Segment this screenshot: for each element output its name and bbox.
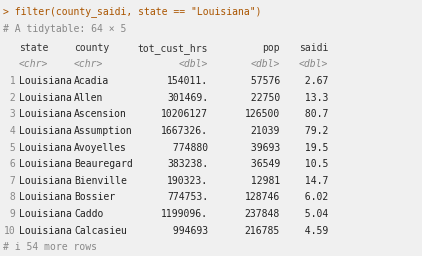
Text: Louisiana: Louisiana — [19, 226, 72, 236]
Text: Bienville: Bienville — [74, 176, 127, 186]
Text: <chr>: <chr> — [74, 59, 103, 69]
Text: 80.7: 80.7 — [299, 109, 328, 119]
Text: 126500: 126500 — [245, 109, 280, 119]
Text: 128746: 128746 — [245, 193, 280, 202]
Text: 9: 9 — [4, 209, 16, 219]
Text: Louisiana: Louisiana — [19, 143, 72, 153]
Text: 1667326.: 1667326. — [161, 126, 208, 136]
Text: 39693: 39693 — [245, 143, 280, 153]
Text: 301469.: 301469. — [167, 93, 208, 103]
Text: 22750: 22750 — [245, 93, 280, 103]
Text: 8: 8 — [4, 193, 16, 202]
Text: 190323.: 190323. — [167, 176, 208, 186]
Text: 6: 6 — [4, 159, 16, 169]
Text: Avoyelles: Avoyelles — [74, 143, 127, 153]
Text: 383238.: 383238. — [167, 159, 208, 169]
Text: 237848: 237848 — [245, 209, 280, 219]
Text: Louisiana: Louisiana — [19, 126, 72, 136]
Text: saidi: saidi — [299, 43, 328, 53]
Text: 1: 1 — [4, 76, 16, 86]
Text: county: county — [74, 43, 109, 53]
Text: 2.67: 2.67 — [299, 76, 328, 86]
Text: 57576: 57576 — [245, 76, 280, 86]
Text: 994693: 994693 — [167, 226, 208, 236]
Text: 5: 5 — [4, 143, 16, 153]
Text: 4: 4 — [4, 126, 16, 136]
Text: Ascension: Ascension — [74, 109, 127, 119]
Text: pop: pop — [262, 43, 280, 53]
Text: 13.3: 13.3 — [299, 93, 328, 103]
Text: state: state — [19, 43, 49, 53]
Text: Louisiana: Louisiana — [19, 193, 72, 202]
Text: 19.5: 19.5 — [299, 143, 328, 153]
Text: Louisiana: Louisiana — [19, 76, 72, 86]
Text: <chr>: <chr> — [19, 59, 49, 69]
Text: Caddo: Caddo — [74, 209, 103, 219]
Text: Louisiana: Louisiana — [19, 93, 72, 103]
Text: # i 54 more rows: # i 54 more rows — [3, 242, 97, 252]
Text: 7: 7 — [4, 176, 16, 186]
Text: 4.59: 4.59 — [293, 226, 328, 236]
Text: 5.04: 5.04 — [293, 209, 328, 219]
Text: Bossier: Bossier — [74, 193, 115, 202]
Text: 2: 2 — [4, 93, 16, 103]
Text: 12981: 12981 — [245, 176, 280, 186]
Text: 10.5: 10.5 — [299, 159, 328, 169]
Text: 774753.: 774753. — [167, 193, 208, 202]
Text: Calcasieu: Calcasieu — [74, 226, 127, 236]
Text: 14.7: 14.7 — [299, 176, 328, 186]
Text: Louisiana: Louisiana — [19, 109, 72, 119]
Text: 154011.: 154011. — [167, 76, 208, 86]
Text: Assumption: Assumption — [74, 126, 133, 136]
Text: tot_cust_hrs: tot_cust_hrs — [138, 43, 208, 54]
Text: Louisiana: Louisiana — [19, 159, 72, 169]
Text: 10206127: 10206127 — [161, 109, 208, 119]
Text: Louisiana: Louisiana — [19, 176, 72, 186]
Text: 36549: 36549 — [245, 159, 280, 169]
Text: 79.2: 79.2 — [299, 126, 328, 136]
Text: 774880: 774880 — [167, 143, 208, 153]
Text: Acadia: Acadia — [74, 76, 109, 86]
Text: 21039: 21039 — [251, 126, 280, 136]
Text: <dbl>: <dbl> — [179, 59, 208, 69]
Text: Louisiana: Louisiana — [19, 209, 72, 219]
Text: 6.02: 6.02 — [293, 193, 328, 202]
Text: 1199096.: 1199096. — [161, 209, 208, 219]
Text: Beauregard: Beauregard — [74, 159, 133, 169]
Text: Allen: Allen — [74, 93, 103, 103]
Text: # A tidytable: 64 × 5: # A tidytable: 64 × 5 — [3, 25, 126, 35]
Text: > filter(county_saidi, state == "Louisiana"): > filter(county_saidi, state == "Louisia… — [3, 6, 262, 17]
Text: 3: 3 — [4, 109, 16, 119]
Text: <dbl>: <dbl> — [251, 59, 280, 69]
Text: 216785: 216785 — [245, 226, 280, 236]
Text: 10: 10 — [4, 226, 16, 236]
Text: <dbl>: <dbl> — [299, 59, 328, 69]
